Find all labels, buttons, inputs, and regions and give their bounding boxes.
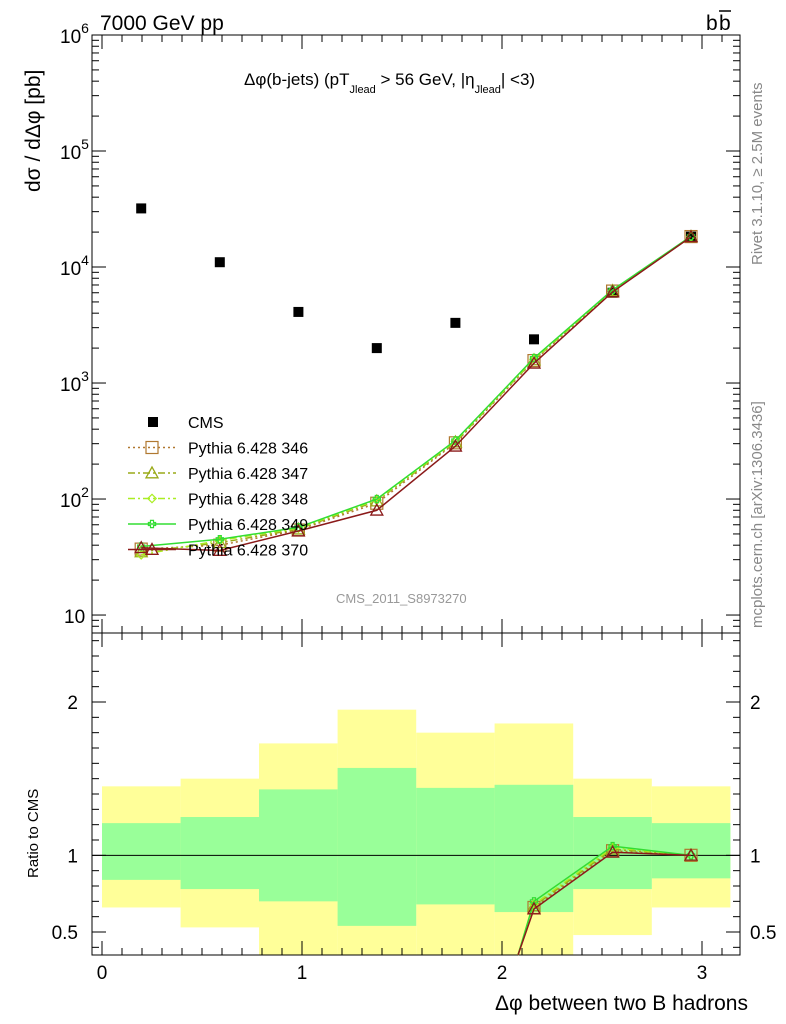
mc-point [134, 544, 149, 558]
ratio-line [517, 845, 692, 956]
ratio-xtick-label: 2 [497, 963, 508, 984]
title-sub2: Jlead [475, 84, 501, 96]
main-ytick-label: 105 [60, 136, 89, 164]
series-line [141, 235, 692, 548]
legend-label: Pythia 6.428 370 [188, 543, 308, 560]
title-prefix: Δφ(b-jets) (pT [244, 70, 350, 89]
ratio-ytick-label-left: 2 [67, 693, 78, 714]
legend-marker [148, 417, 158, 427]
uncertainty-band-inner [337, 767, 417, 926]
ratio-xtick-label: 0 [97, 963, 108, 984]
series-pythia-6-428-370 [134, 229, 699, 556]
ratio-panel: 0.5 0.5 1 1 2 2 0 1 2 3 Ratio to CMS Δφ between t… [25, 632, 777, 1015]
mc-point [147, 519, 157, 529]
cms-data-point [371, 343, 382, 354]
main-ytick-label: 10 [64, 607, 85, 628]
main-ytick-label: 102 [60, 484, 89, 512]
mc-point [215, 535, 224, 544]
cms-data-point [214, 257, 225, 268]
ratio-ylabel: Ratio to CMS [25, 789, 42, 878]
mc-point [136, 549, 147, 560]
ratio-pythia-6-428-370 [517, 844, 699, 956]
mc-point [212, 543, 227, 556]
ratio-ytick-label-left: 0.5 [52, 923, 78, 944]
ratio-xtick-label: 1 [297, 963, 308, 984]
mc-point [448, 438, 463, 452]
uncertainty-band-inner [180, 817, 259, 890]
mc-point [291, 523, 306, 537]
legend-label: Pythia 6.428 346 [188, 441, 308, 458]
ratio-xlabel: Δφ between two B hadrons [495, 992, 748, 1015]
main-ytick-label: 106 [60, 20, 89, 48]
ratio-bands [92, 709, 740, 955]
uncertainty-band-inner [259, 789, 338, 902]
uncertainty-band-inner [416, 787, 495, 905]
mc-point [526, 355, 542, 369]
mc-point [686, 851, 696, 860]
legend-entry: Pythia 6.428 349 [128, 517, 308, 534]
title-sub1: Jlead [350, 84, 376, 96]
mc-point [683, 847, 699, 861]
ratio-ticks [92, 633, 740, 955]
legend-entry: Pythia 6.428 370 [128, 542, 308, 560]
mc-point [605, 284, 620, 298]
cms-data-point [450, 317, 461, 328]
ratio-ytick-label-right: 1 [750, 846, 761, 867]
main-ytick-labels: 10 102 103 104 105 106 [60, 20, 89, 628]
legend-entry: CMS [148, 415, 224, 432]
ratio-xtick-label: 3 [697, 963, 708, 984]
cms-data-point [293, 306, 304, 317]
main-ytick-label: 103 [60, 368, 89, 396]
legend-label: Pythia 6.428 349 [188, 517, 308, 534]
process-label-b: b [706, 12, 718, 35]
ratio-series [517, 841, 699, 956]
ratio-tick-labels: 0.5 0.5 1 1 2 2 0 1 2 3 [52, 693, 777, 984]
mc-point [146, 493, 158, 504]
mc-point [134, 540, 149, 554]
mc-point [144, 542, 160, 555]
main-ticks [92, 34, 740, 634]
mc-point [369, 502, 384, 516]
mc-point [526, 901, 542, 915]
legend-label: CMS [188, 415, 224, 432]
main-series [134, 203, 699, 560]
uncertainty-band-inner [494, 784, 574, 913]
legend-entry: Pythia 6.428 346 [128, 441, 308, 458]
cms-data-point [136, 203, 147, 214]
watermark: CMS_2011_S8973270 [336, 591, 467, 606]
svg-text:Δφ(b-jets) (pTJlead > 56 GeV,: Δφ(b-jets) (pTJlead > 56 GeV, |ηJlead| <… [244, 70, 535, 96]
title-suffix: | <3) [501, 70, 535, 89]
legend-entry: Pythia 6.428 348 [128, 492, 308, 509]
mcplots-note: mcplots.cern.ch [arXiv:1306.3436] [749, 401, 766, 628]
ratio-ytick-label-right: 2 [750, 693, 761, 714]
process-label-bbar: b [719, 12, 731, 35]
rivet-note: Rivet 3.1.10, ≥ 2.5M events [749, 83, 766, 266]
mc-point [145, 440, 159, 455]
ratio-ytick-label-right: 0.5 [750, 923, 776, 944]
legend-label: Pythia 6.428 348 [188, 492, 308, 509]
title-middle: > 56 GeV, |η [376, 70, 475, 89]
process-label: b b [706, 10, 731, 35]
main-title: Δφ(b-jets) (pTJlead > 56 GeV, |ηJlead| <… [244, 70, 535, 96]
mc-point [372, 494, 381, 504]
mc-point [144, 465, 160, 479]
main-ylabel: dσ / dΔφ [pb] [22, 70, 45, 192]
ratio-line [517, 851, 692, 956]
legend-label: Pythia 6.428 347 [188, 466, 308, 483]
series-line [141, 236, 692, 552]
series-cms [136, 203, 696, 354]
uncertainty-band-inner [102, 823, 181, 880]
series-pythia-6-428-348 [136, 231, 697, 560]
cms-data-point [529, 334, 539, 345]
legend-entry: Pythia 6.428 347 [128, 465, 308, 483]
ratio-ytick-label-left: 1 [67, 846, 78, 867]
energy-label: 7000 GeV pp [100, 12, 224, 35]
legend: CMS Pythia 6.428 346 Pythia 6.428 347 Pythi… [128, 415, 308, 560]
main-ytick-label: 104 [60, 252, 89, 280]
mc-point [605, 844, 620, 858]
mc-point [683, 229, 699, 243]
